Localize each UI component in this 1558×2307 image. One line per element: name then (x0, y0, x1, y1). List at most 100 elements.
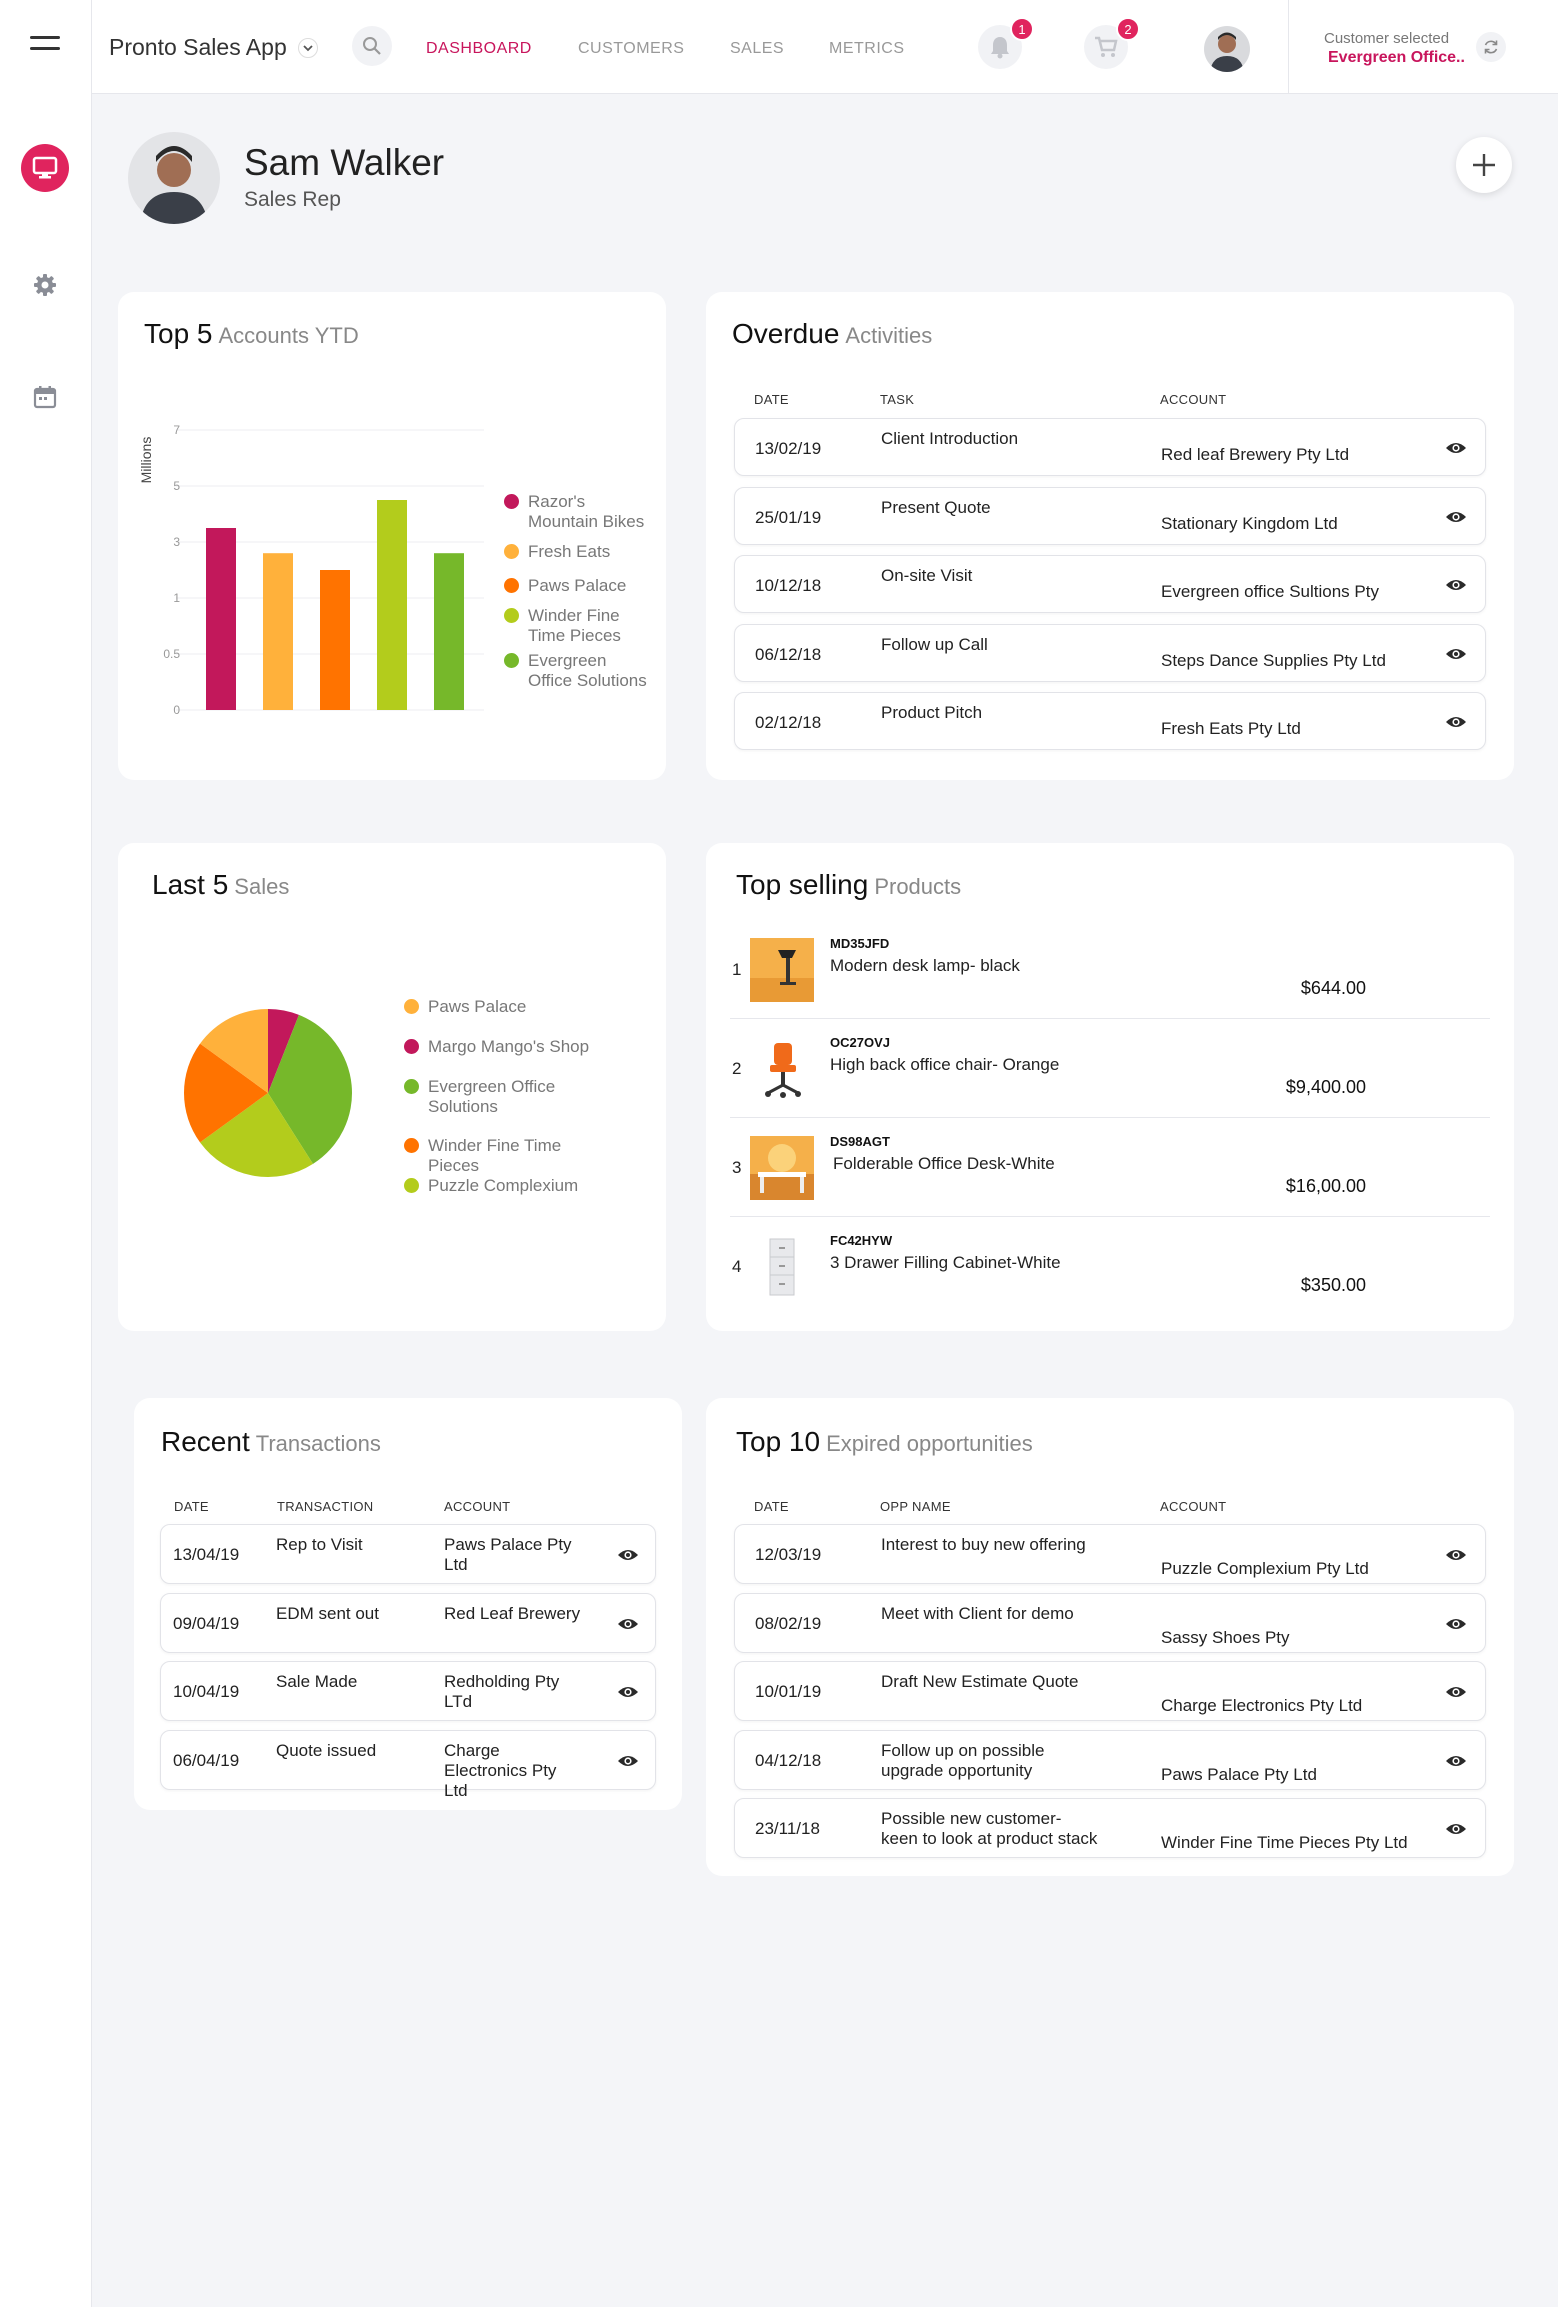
eye-icon[interactable] (1445, 1548, 1467, 1562)
eye-icon[interactable] (1445, 1754, 1467, 1768)
table-row[interactable]: 09/04/19 EDM sent out Red Leaf Brewery (160, 1592, 656, 1653)
add-button[interactable] (1456, 137, 1512, 193)
row-date: 04/12/18 (755, 1750, 822, 1770)
legend-item: Paws Palace (504, 576, 654, 596)
user-avatar[interactable] (1204, 26, 1250, 72)
legend-item: Paws Palace (404, 997, 614, 1017)
row-task: Follow up Call (881, 634, 988, 654)
legend-item: Puzzle Complexium (404, 1176, 614, 1196)
divider (1288, 0, 1289, 94)
bar[interactable] (434, 553, 464, 710)
customer-selected-value[interactable]: Evergreen Office.. (1328, 49, 1465, 66)
product-name[interactable]: 3 Drawer Filling Cabinet-White (830, 1253, 1061, 1272)
legend-label: Paws Palace (428, 997, 527, 1016)
refresh-customer-button[interactable] (1476, 32, 1506, 62)
card-title: Top 10 Expired opportunities (736, 1426, 1033, 1458)
header-account: ACCOUNT (1160, 392, 1227, 407)
pie-slice[interactable] (268, 1009, 299, 1093)
plus-icon (1473, 154, 1495, 176)
table-row[interactable]: 25/01/19 Present Quote Stationary Kingdom … (734, 486, 1486, 545)
tab-dashboard[interactable]: DASHBOARD (426, 40, 532, 57)
cart-icon (1095, 36, 1118, 57)
bar[interactable] (377, 500, 407, 710)
eye-icon[interactable] (617, 1617, 639, 1631)
search-icon (363, 37, 381, 55)
sidebar-item-dashboard[interactable] (21, 144, 69, 192)
product-image[interactable] (750, 1136, 814, 1200)
product-lamp-image (750, 938, 814, 1002)
table-row[interactable]: 04/12/18 Follow up on possible upgrade op… (734, 1729, 1486, 1790)
product-name[interactable]: Modern desk lamp- black (830, 956, 1020, 975)
table-row[interactable]: 13/04/19 Rep to Visit Paws Palace Pty Ltd (160, 1524, 656, 1584)
avatar-image (128, 132, 220, 224)
refresh-icon (1484, 40, 1498, 54)
table-row[interactable]: 10/01/19 Draft New Estimate Quote Charge E… (734, 1661, 1486, 1721)
row-task: On-site Visit (881, 566, 973, 585)
table-row[interactable]: 08/02/19 Meet with Client for demo Sassy S… (734, 1592, 1486, 1653)
legend-item: Fresh Eats (504, 542, 654, 562)
bar[interactable] (206, 528, 236, 710)
row-date: 06/12/18 (755, 644, 822, 664)
legend-dot (504, 578, 519, 593)
product-desk-image (750, 1136, 814, 1200)
product-name[interactable]: Folderable Office Desk-White (833, 1154, 1055, 1173)
product-image[interactable] (750, 938, 814, 1002)
legend-label: Winder Fine Time Pieces (428, 1136, 562, 1175)
eye-icon[interactable] (1445, 1822, 1467, 1836)
sidebar-item-settings[interactable] (32, 272, 58, 298)
table-row[interactable]: 06/12/18 Follow up Call Steps Dance Suppli… (734, 623, 1486, 682)
product-code: DS98AGT (830, 1134, 890, 1149)
eye-icon[interactable] (1445, 441, 1467, 455)
pie-slice[interactable] (200, 1093, 314, 1177)
eye-icon[interactable] (1445, 647, 1467, 661)
product-code: MD35JFD (830, 936, 890, 951)
table-row[interactable]: 10/04/19 Sale Made Redholding Pty LTd (160, 1661, 656, 1721)
eye-icon[interactable] (1445, 578, 1467, 592)
eye-icon[interactable] (617, 1685, 639, 1699)
app-switcher-button[interactable] (298, 38, 318, 58)
hamburger-icon[interactable] (30, 36, 60, 54)
table-row[interactable]: 02/12/18 Product Pitch Fresh Eats Pty Ltd (734, 692, 1486, 750)
eye-icon[interactable] (617, 1754, 639, 1768)
table-row[interactable]: 23/11/18 Possible new customer- keen to l… (734, 1798, 1486, 1858)
cart-button[interactable]: 2 (1084, 17, 1140, 69)
eye-icon[interactable] (1445, 1685, 1467, 1699)
product-name[interactable]: High back office chair- Orange (830, 1055, 1060, 1074)
pie-slice[interactable] (268, 1014, 352, 1164)
table-row[interactable]: 13/02/19 Client Introduction Red leaf Brew… (734, 418, 1486, 476)
y-tick-label: 5 (173, 479, 180, 493)
table-row[interactable]: 06/04/19 Quote issued Charge Electronics P… (160, 1729, 656, 1800)
tab-sales[interactable]: SALES (730, 40, 785, 57)
row-date: 13/04/19 (173, 1545, 240, 1564)
card-title-main: Recent (161, 1426, 250, 1457)
header-account: ACCOUNT (1160, 1499, 1227, 1514)
eye-icon[interactable] (1445, 510, 1467, 524)
chevron-down-icon (303, 45, 313, 52)
product-image[interactable] (750, 1235, 814, 1299)
search-button[interactable] (352, 26, 392, 66)
eye-icon[interactable] (1445, 715, 1467, 729)
bar[interactable] (320, 570, 350, 710)
pie-slice[interactable] (184, 1043, 268, 1143)
table-row[interactable]: 10/12/18 On-site Visit Evergreen office Su… (734, 555, 1486, 613)
legend-item: Margo Mango's Shop (404, 1037, 614, 1057)
legend-label: Fresh Eats (528, 542, 611, 561)
product-image[interactable] (750, 1037, 814, 1101)
row-transaction: Rep to Visit (276, 1535, 363, 1554)
tab-customers[interactable]: CUSTOMERS (578, 40, 685, 57)
sidebar-item-calendar[interactable] (32, 384, 58, 410)
legend-dot (404, 1178, 419, 1193)
divider (730, 1018, 1490, 1019)
tab-metrics[interactable]: METRICS (829, 40, 905, 57)
pie-slice[interactable] (200, 1009, 268, 1093)
eye-icon[interactable] (1445, 1617, 1467, 1631)
row-transaction: Quote issued (276, 1740, 377, 1760)
row-opp-name: Possible new customer- keen to look at p… (881, 1809, 1098, 1849)
notifications-button[interactable]: 1 (978, 17, 1034, 69)
product-code: FC42HYW (830, 1233, 893, 1248)
bar[interactable] (263, 553, 293, 710)
table-row[interactable]: 12/03/19 Interest to buy new offering Puzz… (734, 1524, 1486, 1584)
eye-icon[interactable] (617, 1548, 639, 1562)
product-code: OC27OVJ (830, 1035, 890, 1050)
row-date: 12/03/19 (755, 1545, 822, 1564)
